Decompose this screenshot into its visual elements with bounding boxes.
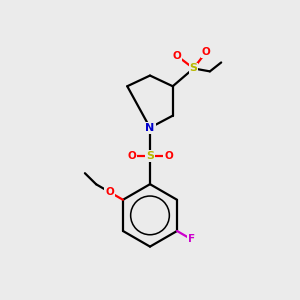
- Text: S: S: [190, 63, 197, 74]
- Text: F: F: [188, 234, 195, 244]
- Text: N: N: [146, 123, 154, 133]
- Text: S: S: [146, 151, 154, 161]
- Text: O: O: [105, 187, 114, 197]
- Text: O: O: [127, 151, 136, 161]
- Text: O: O: [164, 151, 173, 161]
- Text: O: O: [173, 51, 182, 61]
- Text: O: O: [202, 47, 210, 57]
